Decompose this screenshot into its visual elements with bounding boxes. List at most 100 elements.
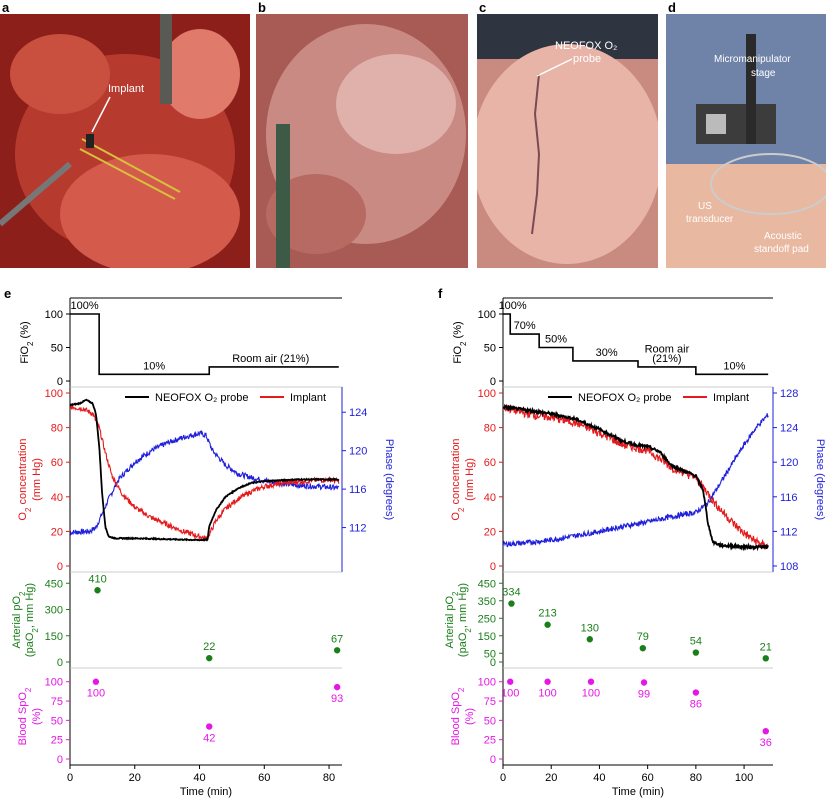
x-tick-label: 20 (129, 772, 141, 784)
spo2-tick-label: 75 (484, 696, 496, 708)
stage-label-1: Micromanipulator (714, 54, 791, 65)
pad-label-2: standoff pad (754, 244, 809, 255)
photo-panel-c: NEOFOX O₂ probe (477, 14, 658, 268)
pao2-point (333, 647, 341, 654)
spo2-value-label: 99 (638, 689, 650, 701)
phase-tick-label: 112 (349, 523, 367, 535)
o2-tick-label: 100 (45, 388, 63, 400)
spo2-point (640, 679, 648, 686)
phase-tick-label: 116 (780, 492, 798, 504)
x-axis-title: Time (min) (180, 786, 232, 798)
fio2-level-label: 10% (723, 360, 745, 372)
legend-label-implant: Implant (713, 392, 749, 404)
o2-tick-label: 40 (51, 492, 63, 504)
pao2-point (586, 636, 593, 643)
pao2-point (508, 600, 515, 607)
fio2-level-label: Room air (645, 344, 690, 356)
phase-tick-label: 116 (349, 484, 367, 496)
pao2-point (206, 654, 213, 662)
legend-label-implant: Implant (290, 392, 326, 404)
pao2-value-label: 22 (203, 641, 215, 653)
fio2-level-label: 100% (499, 300, 527, 312)
x-tick-label: 0 (67, 772, 73, 784)
series-line-red (70, 402, 340, 542)
implant-label: Implant (108, 83, 144, 95)
pao2-value-label: 67 (331, 633, 343, 645)
phase-tick-label: 108 (780, 561, 798, 573)
pao2-point (639, 644, 647, 652)
pao2-axis-title: Arterial pO2(paO2, mm Hg) (11, 583, 40, 657)
spo2-value-label: 86 (690, 699, 702, 711)
fio2-tick-label: 0 (57, 376, 63, 388)
pao2-value-label: 54 (690, 636, 702, 648)
o2-tick-label: 0 (490, 561, 496, 573)
x-tick-label: 100 (735, 772, 753, 784)
spo2-tick-label: 50 (51, 715, 63, 727)
legend-label-neofox: NEOFOX O₂ probe (155, 392, 249, 404)
fio2-tick-label: 100 (45, 309, 63, 321)
spo2-point (587, 678, 595, 685)
o2-tick-label: 20 (484, 526, 496, 538)
panel-letter-e: e (4, 286, 11, 301)
fio2-level-label: 70% (514, 320, 536, 332)
neofox-label-line2: probe (573, 53, 601, 65)
pao2-value-label: 79 (637, 631, 649, 643)
spo2-point (206, 723, 213, 730)
photo-panel-a: Implant (0, 14, 250, 268)
x-tick-label: 60 (258, 772, 270, 784)
fio2-level-label: 30% (596, 347, 618, 359)
pao2-value-label: 130 (581, 622, 599, 634)
panel-letter-d: d (668, 0, 676, 15)
o2-tick-label: 0 (57, 561, 63, 573)
spo2-tick-label: 100 (45, 677, 63, 689)
x-tick-label: 80 (690, 772, 702, 784)
spo2-point (333, 683, 341, 691)
fio2-tick-label: 0 (490, 376, 496, 388)
o2-tick-label: 100 (478, 388, 496, 400)
pao2-tick-label: 450 (45, 578, 63, 590)
pao2-point (94, 587, 101, 594)
o2-tick-label: 40 (484, 492, 496, 504)
fio2-axis-title: FiO2 (%) (19, 321, 35, 363)
pao2-tick-label: 150 (478, 631, 496, 643)
fio2-tick-label: 50 (484, 343, 496, 355)
photo-panel-d: Micromanipulator stage US transducer Aco… (666, 14, 826, 268)
spo2-tick-label: 0 (490, 754, 496, 766)
o2-tick-label: 80 (484, 423, 496, 435)
surgical-photo-c: NEOFOX O₂ probe (477, 14, 658, 268)
pao2-tick-label: 0 (490, 657, 496, 669)
pao2-tick-label: 50 (484, 648, 496, 660)
spo2-tick-label: 25 (484, 735, 496, 747)
o2-tick-label: 60 (51, 457, 63, 469)
phase-tick-label: 124 (780, 423, 798, 435)
phase-axis-title: Phase (degrees) (383, 439, 395, 520)
fio2-level-label: (21%) (652, 353, 681, 365)
x-tick-label: 40 (593, 772, 605, 784)
pao2-point (544, 621, 551, 628)
spo2-axis-title: Blood SpO2(%) (450, 687, 476, 745)
photo-panel-b (256, 14, 468, 268)
spo2-point (544, 678, 551, 685)
x-axis-title: Time (min) (612, 786, 664, 798)
panel-letter-a: a (2, 0, 10, 15)
spo2-tick-label: 25 (51, 735, 63, 747)
setup-photo-d: Micromanipulator stage US transducer Aco… (666, 14, 826, 268)
pao2-point (762, 655, 769, 662)
x-tick-label: 0 (500, 772, 506, 784)
fio2-level-label: 100% (71, 300, 99, 312)
fio2-step-line (70, 313, 339, 376)
spo2-point (692, 689, 700, 696)
spo2-axis-title: Blood SpO2(%) (17, 687, 43, 745)
spo2-value-label: 100 (87, 688, 105, 700)
surgical-photo-a: Implant (0, 14, 250, 268)
pao2-value-label: 334 (502, 587, 520, 599)
us-label-1: US (698, 201, 712, 212)
fio2-tick-label: 50 (51, 343, 63, 355)
o2-axis-title: O2 concentration (mm Hg) (17, 438, 43, 520)
pao2-axis-title: Arterial pO2(paO2, mm Hg) (444, 583, 473, 657)
fio2-level-label: 50% (545, 334, 567, 346)
o2-tick-label: 60 (484, 457, 496, 469)
spo2-point (507, 678, 514, 685)
